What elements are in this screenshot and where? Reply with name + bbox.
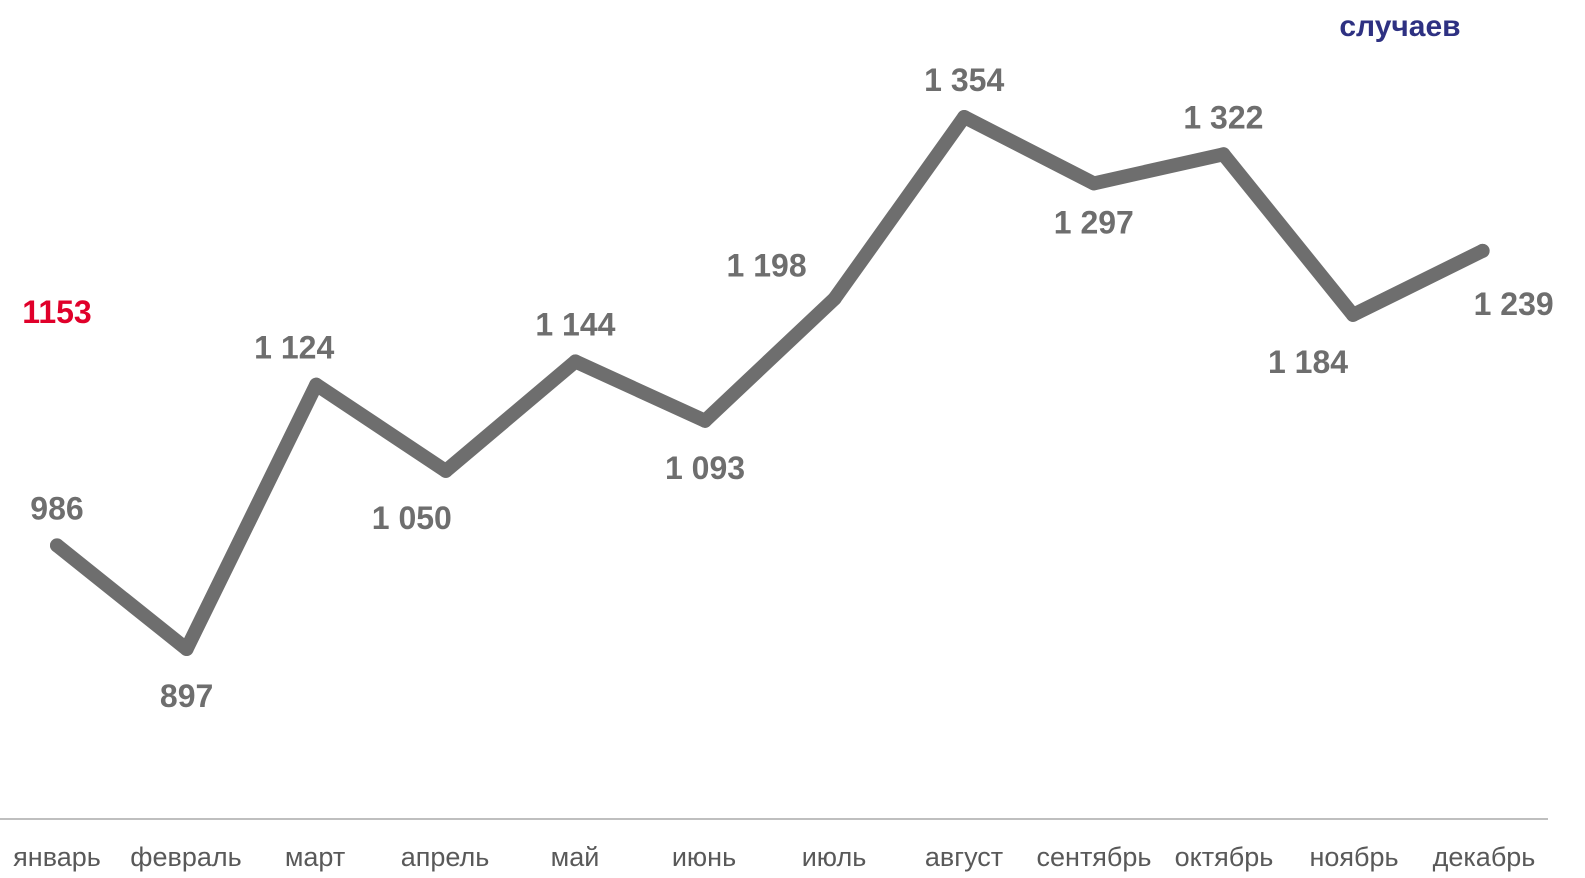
data-label: 1 184 [1268, 344, 1348, 380]
x-tick-label: март [285, 842, 345, 872]
data-point [568, 354, 583, 369]
x-tick-label: май [551, 842, 600, 872]
x-tick-label: апрель [401, 842, 490, 872]
data-point [957, 110, 972, 124]
data-labels: 986 897 1 124 1 050 1 144 1 093 1 198 1 354 1 29… [30, 62, 1553, 714]
x-tick-label: сентябрь [1037, 842, 1152, 872]
data-label: 897 [160, 678, 213, 714]
average-label: 1153 [22, 294, 91, 330]
x-tick-label: январь [13, 842, 101, 872]
x-tick-label: февраль [130, 842, 241, 872]
data-point [179, 642, 194, 656]
data-label: 1 297 [1054, 204, 1134, 240]
unit-label: случаев [1339, 10, 1460, 43]
data-point [1475, 243, 1490, 258]
series-line [50, 110, 1490, 656]
data-point [438, 463, 453, 478]
data-point [50, 538, 64, 553]
data-label: 986 [30, 490, 83, 526]
data-point [1346, 307, 1360, 322]
x-tick-label: июнь [672, 842, 736, 872]
data-label: 1 322 [1183, 99, 1263, 135]
data-label: 1 144 [535, 306, 615, 342]
data-label: 1 239 [1474, 286, 1554, 322]
data-label: 1 198 [727, 248, 807, 284]
data-label: 1 354 [924, 62, 1004, 98]
data-point [827, 291, 842, 306]
x-tick-label: октябрь [1175, 842, 1274, 872]
x-tick-label: декабрь [1433, 842, 1536, 872]
x-tick-label: август [925, 842, 1003, 872]
x-tick-label: ноябрь [1309, 842, 1398, 872]
data-label: 1 124 [254, 330, 334, 366]
data-label: 1 050 [372, 500, 452, 536]
data-point [1216, 147, 1231, 162]
x-axis-tick-labels: январь февраль март апрель май июнь июль август… [13, 842, 1535, 872]
x-tick-label: июль [802, 842, 867, 872]
data-label: 1 093 [665, 450, 745, 486]
data-point [1086, 176, 1101, 191]
data-point [698, 413, 712, 428]
data-point [309, 377, 324, 392]
